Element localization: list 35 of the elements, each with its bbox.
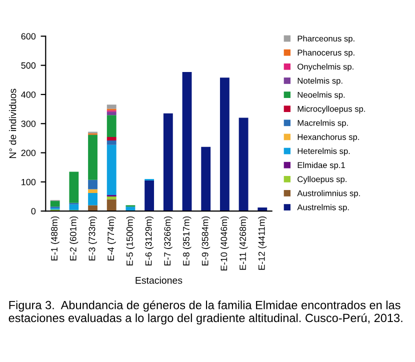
- x-axis-title: Estaciones: [136, 276, 182, 284]
- x-tick-label: E-3 (733m): [88, 216, 97, 260]
- x-tick-label: E-12 (4411m): [258, 216, 267, 270]
- legend-label: Phanocerus sp.: [298, 49, 354, 58]
- y-tick-label: 0: [31, 208, 36, 214]
- legend-label: Cylloepus sp.: [298, 176, 346, 184]
- x-tick-label: E-5 (1500m): [126, 216, 135, 266]
- legend-label: Onychelmis sp.: [298, 64, 354, 72]
- y-tick-label: 500: [21, 62, 36, 69]
- x-tick-label: E-7 (3266m): [164, 216, 172, 266]
- legend-label: Heterelmis sp.: [298, 148, 350, 156]
- legend-label: Neoelmis sp.: [298, 92, 345, 100]
- y-axis-title: N° de individuos: [9, 88, 16, 158]
- y-tick-label: 300: [21, 120, 36, 127]
- x-tick-label: E-10 (4046m): [220, 216, 229, 270]
- x-tick-label: E-8 (3517m): [182, 216, 192, 266]
- legend-label: Austrolimnius sp.: [297, 190, 360, 198]
- text: Figura 3. Abundancia de géneros de la familia Elmidae encontrados en las estaciones evaluadas a lo largo del gradiente altitudinal. Cusco-Perú, 2013.: [8, 300, 402, 324]
- legend-label: Macrelmis sp.: [298, 120, 348, 128]
- x-tick-label: E-11 (4268m): [239, 216, 248, 270]
- legend-label: Notelmis sp.: [298, 78, 342, 86]
- y-tick-label: 200: [21, 150, 36, 156]
- legend-label: Hexanchorus sp.: [298, 134, 359, 142]
- x-tick-label: E-9 (3584m): [202, 216, 210, 266]
- legend-label: Microcylloepus sp.: [298, 106, 365, 114]
- y-tick-label: 400: [21, 91, 36, 98]
- legend-label: Elmidae sp.1: [298, 162, 345, 170]
- y-tick-label: 600: [21, 33, 36, 40]
- legend-label: Austrelmis sp.: [297, 204, 349, 212]
- y-tick-label: 100: [22, 178, 36, 186]
- x-tick-label: E-4 (774m): [107, 216, 116, 260]
- legend-label: Pharceonus sp.: [298, 35, 354, 44]
- x-tick-label: E-1 (488m): [50, 216, 60, 260]
- x-tick-label: E-6 (3129m): [145, 216, 154, 266]
- x-tick-label: E-2 (601m): [70, 216, 78, 260]
